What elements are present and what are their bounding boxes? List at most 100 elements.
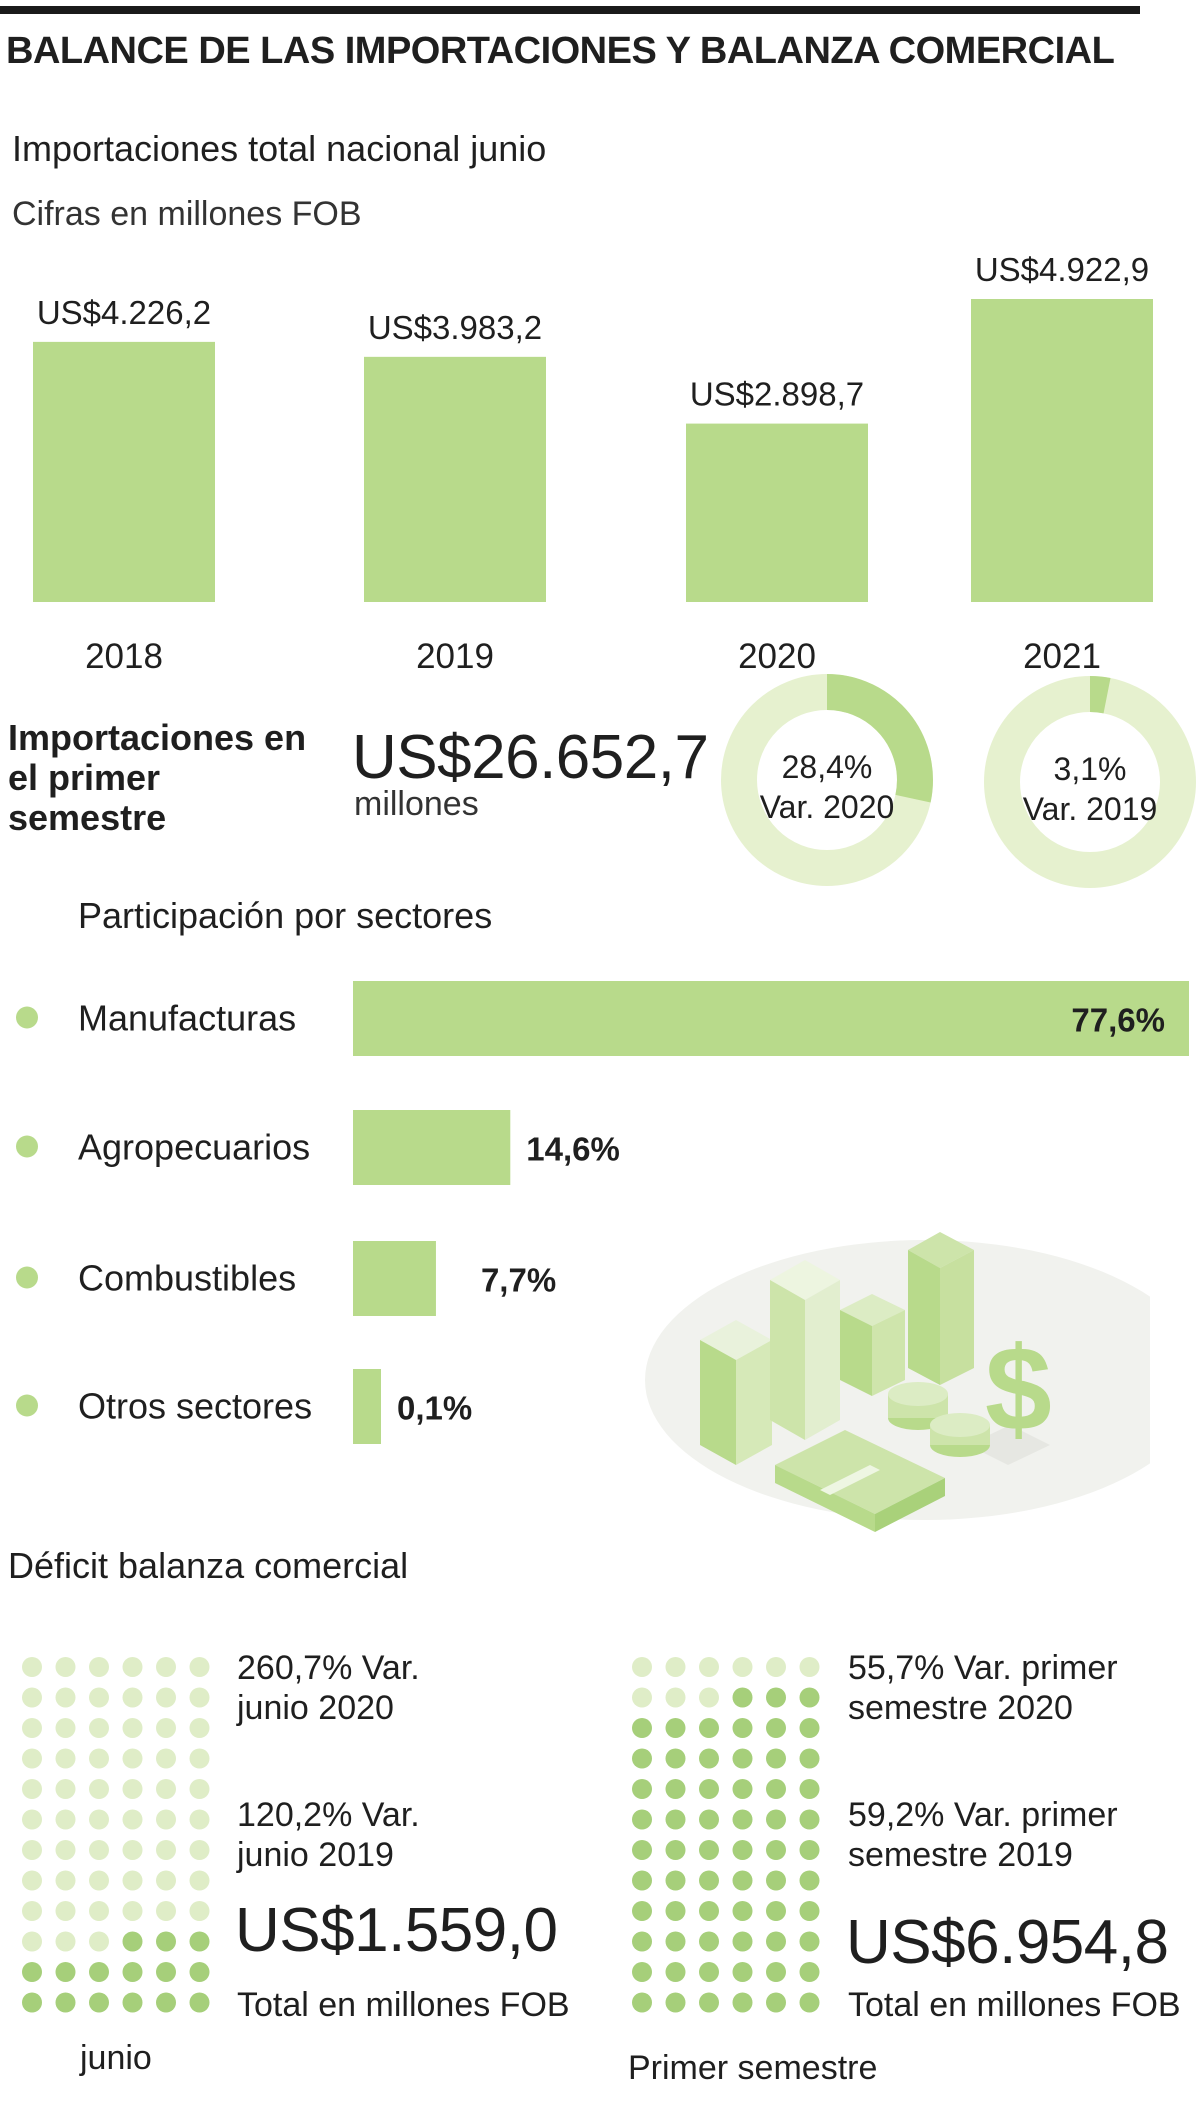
deficit-dot [665,1992,686,2013]
deficit-dot [156,1931,176,1952]
deficit-dot [122,1962,143,1982]
deficit-dot [632,1657,652,1677]
deficit-dot [156,1870,176,1891]
deficit-dot [189,1901,210,1921]
year-tick-label: 2020 [738,637,816,676]
deficit-dot [766,1657,786,1677]
deficit-dot [766,1840,786,1860]
deficit-dot [665,1870,686,1891]
deficit-dot [189,1931,210,1952]
deficit-dot [122,1657,143,1677]
deficit-dot [156,1657,176,1677]
semester-var-2019: 59,2% Var. primer semestre 2019 [848,1796,1118,1874]
deficit-dot [732,1779,753,1799]
bar-value-label: US$4.226,2 [37,294,211,331]
deficit-dot [632,1901,652,1921]
deficit-dot [122,1809,143,1830]
sectors-bar-chart: Manufacturas 77,6% Agropecuarios 14,6% Combu… [16,981,1189,1444]
deficit-dot [122,1901,143,1921]
bar-2020 [686,423,868,602]
imports-bar-chart: US$4.226,2 2018 US$3.983,2 2019 US$2.898,7 20… [33,251,1153,676]
sector-value-label: 0,1% [397,1390,472,1427]
deficit-dot [732,1962,753,1982]
semester-dot-grid [632,1657,820,2013]
deficit-dot [699,1687,719,1708]
deficit-dot [732,1687,753,1708]
semester-title: Importaciones en el primer semestre [8,717,307,838]
deficit-dot [799,1657,820,1677]
deficit-dot [156,1962,176,1982]
deficit-dot [89,1687,109,1708]
deficit-dot [22,1718,42,1738]
deficit-dot [22,1657,42,1677]
sector-value-label: 14,6% [526,1131,620,1168]
svg-text:$: $ [985,1322,1052,1456]
deficit-dot [189,1809,210,1830]
semester-total: US$6.954,8 [846,1908,1169,1977]
deficit-dot [22,1840,42,1860]
deficit-dot [732,1748,753,1769]
deficit-dot [55,1870,76,1891]
bar-value-label: US$2.898,7 [690,376,864,413]
deficit-dot [799,1962,820,1982]
deficit-dot [799,1748,820,1769]
year-tick-label: 2019 [416,637,494,676]
deficit-dot [766,1962,786,1982]
deficit-dot [732,1809,753,1830]
deficit-dot [189,1748,210,1769]
deficit-dot [89,1748,109,1769]
deficit-dot [699,1962,719,1982]
deficit-dot [665,1748,686,1769]
deficit-dot [699,1992,719,2013]
deficit-dot [665,1931,686,1952]
deficit-dot [632,1870,652,1891]
deficit-dot [799,1718,820,1738]
donut-arc [984,676,1196,888]
deficit-dot [799,1779,820,1799]
deficit-dot [55,1809,76,1830]
deficit-dot [22,1687,42,1708]
donut-sublabel: Var. 2019 [1023,791,1158,827]
deficit-dot [665,1901,686,1921]
deficit-dot [799,1870,820,1891]
deficit-dot [632,1992,652,2013]
junio-caption: junio [80,2039,152,2077]
year-tick-label: 2021 [1023,637,1101,676]
deficit-dot [122,1931,143,1952]
deficit-dot [632,1687,652,1708]
sector-label: Manufacturas [78,998,296,1039]
deficit-dot [55,1748,76,1769]
deficit-dot [766,1870,786,1891]
donut-value-label: 3,1% [1054,751,1127,787]
deficit-dot [732,1992,753,2013]
chart-title: Importaciones total nacional junio [12,128,547,169]
deficit-dot [766,1931,786,1952]
deficit-dot [732,1657,753,1677]
deficit-dot [699,1840,719,1860]
deficit-dot [156,1748,176,1769]
deficit-dot [632,1840,652,1860]
chart-subtitle: Cifras en millones FOB [12,195,362,233]
deficit-dot [632,1748,652,1769]
deficit-dot [665,1962,686,1982]
deficit-dot [89,1870,109,1891]
deficit-dot [55,1992,76,2013]
year-tick-label: 2018 [85,637,163,676]
deficit-title: Déficit balanza comercial [8,1545,409,1586]
semester-total-unit: millones [354,785,479,823]
deficit-dot [766,1992,786,2013]
deficit-dot [156,1687,176,1708]
sector-label: Otros sectores [78,1386,312,1427]
deficit-dot [189,1992,210,2013]
deficit-dot [732,1840,753,1860]
deficit-dot [665,1657,686,1677]
deficit-dot [732,1931,753,1952]
page-title: BALANCE DE LAS IMPORTACIONES Y BALANZA C… [6,30,1115,72]
deficit-dot [122,1779,143,1799]
deficit-dot [22,1992,42,2013]
junio-total: US$1.559,0 [235,1896,558,1965]
deficit-dot [55,1901,76,1921]
sector-bar [353,1241,436,1316]
deficit-dot [799,1687,820,1708]
deficit-dot [189,1840,210,1860]
